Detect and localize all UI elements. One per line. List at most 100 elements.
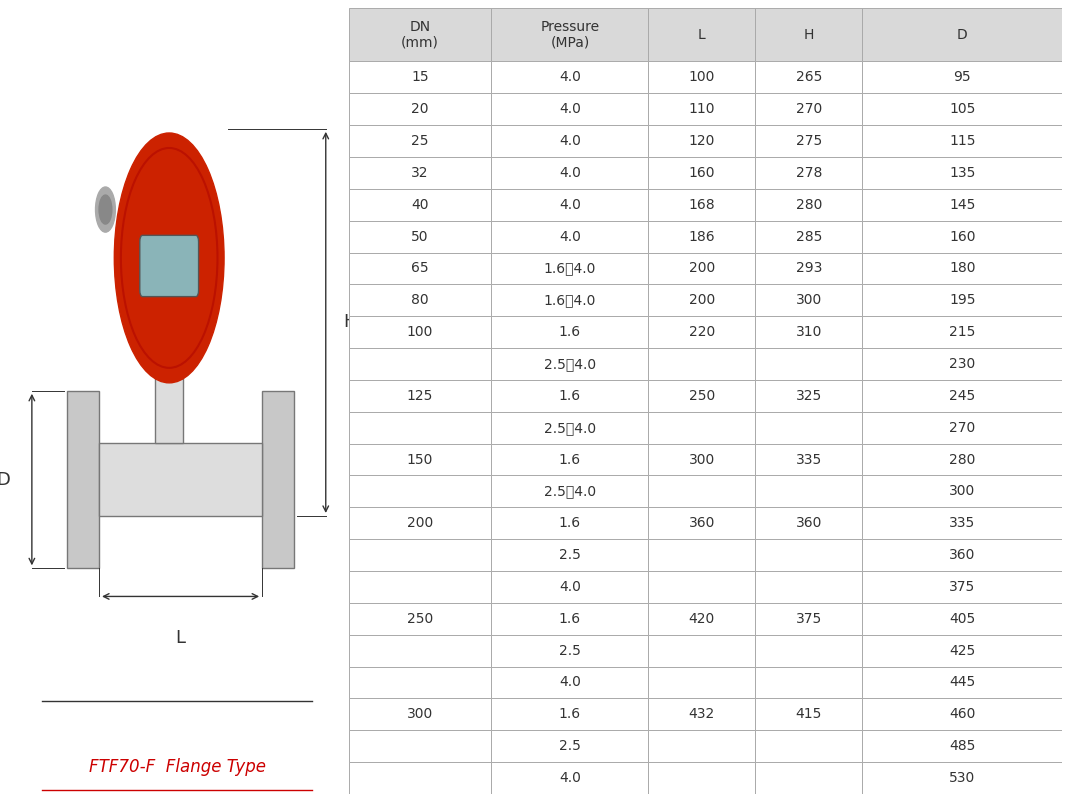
Bar xyxy=(491,125,648,157)
Bar xyxy=(863,730,1062,762)
Bar xyxy=(349,667,491,698)
Bar xyxy=(648,221,755,252)
Bar xyxy=(648,348,755,380)
Text: 150: 150 xyxy=(407,452,433,467)
Bar xyxy=(863,443,1062,476)
Bar xyxy=(648,507,755,539)
Bar xyxy=(648,443,755,476)
Text: Pressure
(MPa): Pressure (MPa) xyxy=(541,19,600,50)
Bar xyxy=(863,762,1062,794)
Bar xyxy=(491,61,648,93)
Bar xyxy=(863,285,1062,316)
Bar xyxy=(99,443,262,516)
Bar xyxy=(648,698,755,730)
Text: D: D xyxy=(957,27,968,42)
Bar xyxy=(648,539,755,571)
Text: H: H xyxy=(804,27,814,42)
Bar xyxy=(491,539,648,571)
Bar xyxy=(863,252,1062,285)
Text: 250: 250 xyxy=(407,612,433,625)
Bar xyxy=(349,125,491,157)
Bar xyxy=(863,189,1062,221)
Bar xyxy=(349,316,491,348)
Bar xyxy=(491,252,648,285)
Text: 420: 420 xyxy=(689,612,715,625)
Text: 293: 293 xyxy=(796,261,822,276)
Text: 168: 168 xyxy=(689,197,716,212)
Bar xyxy=(648,93,755,125)
Text: 15: 15 xyxy=(411,70,429,85)
Text: 360: 360 xyxy=(950,548,975,562)
Bar xyxy=(755,634,863,667)
Text: FTF70-F  Flange Type: FTF70-F Flange Type xyxy=(89,758,265,775)
Text: 220: 220 xyxy=(689,325,715,339)
Bar xyxy=(491,221,648,252)
Bar xyxy=(648,252,755,285)
Text: 4.0: 4.0 xyxy=(559,102,580,116)
Bar xyxy=(755,189,863,221)
Text: 375: 375 xyxy=(796,612,822,625)
Text: 300: 300 xyxy=(407,708,433,721)
Bar xyxy=(648,571,755,603)
Bar xyxy=(349,61,491,93)
Text: 530: 530 xyxy=(950,771,975,785)
Bar xyxy=(491,189,648,221)
Text: 4.0: 4.0 xyxy=(559,675,580,689)
Text: 1.6: 1.6 xyxy=(559,708,580,721)
Bar xyxy=(755,221,863,252)
Bar xyxy=(863,221,1062,252)
Text: 110: 110 xyxy=(689,102,716,116)
Bar xyxy=(863,476,1062,507)
Text: 186: 186 xyxy=(689,230,716,243)
Text: 215: 215 xyxy=(950,325,975,339)
Text: 265: 265 xyxy=(796,70,822,85)
Text: 245: 245 xyxy=(950,388,975,403)
Text: 2.5: 2.5 xyxy=(559,548,580,562)
Bar xyxy=(648,316,755,348)
Text: 360: 360 xyxy=(796,516,822,530)
Bar xyxy=(863,412,1062,443)
Bar xyxy=(349,507,491,539)
Text: 120: 120 xyxy=(689,134,715,148)
Bar xyxy=(863,698,1062,730)
Bar xyxy=(491,634,648,667)
Bar xyxy=(349,571,491,603)
Text: 40: 40 xyxy=(411,197,429,212)
Bar xyxy=(349,603,491,634)
Text: 405: 405 xyxy=(950,612,975,625)
Bar xyxy=(648,157,755,189)
Text: DN
(mm): DN (mm) xyxy=(401,19,439,50)
Bar xyxy=(349,539,491,571)
Text: 95: 95 xyxy=(954,70,971,85)
Bar xyxy=(491,571,648,603)
Text: 1.6～4.0: 1.6～4.0 xyxy=(544,261,597,276)
Text: 280: 280 xyxy=(796,197,822,212)
Text: 285: 285 xyxy=(796,230,822,243)
Bar xyxy=(755,252,863,285)
Bar xyxy=(863,634,1062,667)
Bar xyxy=(491,157,648,189)
Text: 160: 160 xyxy=(950,230,975,243)
Text: 300: 300 xyxy=(796,293,822,307)
Text: 145: 145 xyxy=(950,197,975,212)
Text: 4.0: 4.0 xyxy=(559,230,580,243)
Text: 445: 445 xyxy=(950,675,975,689)
Bar xyxy=(491,603,648,634)
Bar xyxy=(349,698,491,730)
Bar xyxy=(755,125,863,157)
Bar xyxy=(491,412,648,443)
Bar xyxy=(648,634,755,667)
Bar xyxy=(349,157,491,189)
Bar xyxy=(863,380,1062,412)
Bar xyxy=(491,285,648,316)
Bar xyxy=(648,189,755,221)
Bar xyxy=(863,8,1062,61)
Bar xyxy=(755,93,863,125)
Bar xyxy=(863,507,1062,539)
Bar xyxy=(491,476,648,507)
Text: 100: 100 xyxy=(407,325,433,339)
Text: 4.0: 4.0 xyxy=(559,197,580,212)
Bar xyxy=(491,698,648,730)
Bar xyxy=(491,93,648,125)
Text: 2.5: 2.5 xyxy=(559,739,580,753)
